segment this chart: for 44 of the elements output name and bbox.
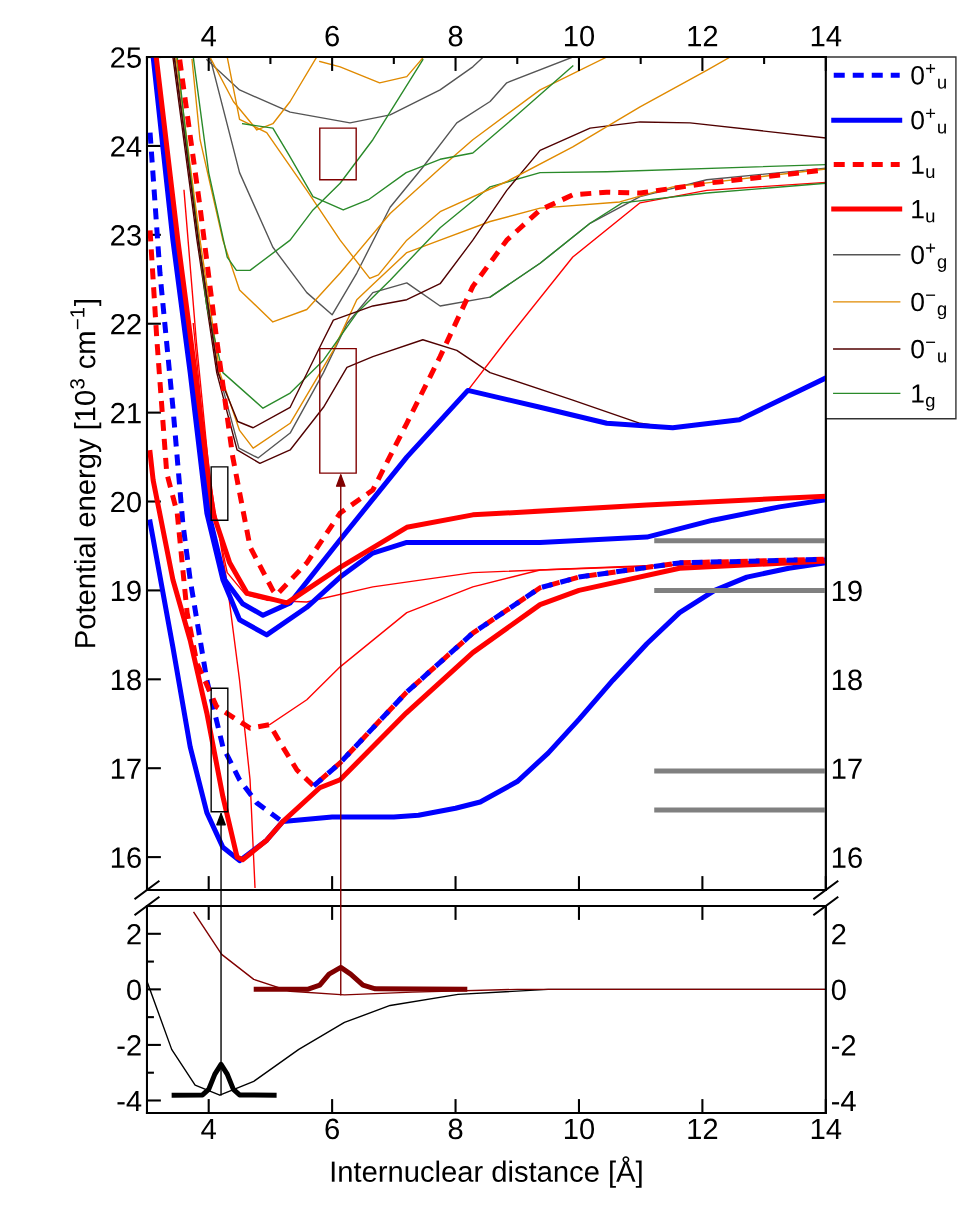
legend-label: 0$^{+}$$_{g}$ xyxy=(911,243,946,272)
y2-tick-label: -2 xyxy=(831,1035,856,1056)
y-tick-label: 18 xyxy=(111,669,141,691)
x2-tick-label: 14 xyxy=(811,26,842,47)
y2-tick-label: 17 xyxy=(832,758,862,779)
y-tick-label: -4 xyxy=(117,1090,142,1112)
y-tick-label: 16 xyxy=(111,847,141,868)
legend-label: 0$^{+}$$_{u}$ xyxy=(911,63,946,89)
legend-label: 1$_{g}$ xyxy=(912,384,935,411)
x-tick-label: 10 xyxy=(564,1118,595,1140)
y2-tick-label: 0 xyxy=(831,979,846,1001)
legend-label: 1$_{u}$ xyxy=(912,199,935,223)
y-tick-label: 21 xyxy=(111,402,141,424)
x2-tick-label: 10 xyxy=(564,25,595,47)
y-tick-label: 20 xyxy=(111,491,141,513)
x-tick-label: 4 xyxy=(201,1118,216,1139)
x-tick-label: 12 xyxy=(688,1118,718,1139)
x2-tick-label: 8 xyxy=(448,25,463,47)
y-axis-title: Potential energy [10$^{3}$ cm$^{−1}$] xyxy=(70,300,102,647)
y2-tick-label: 18 xyxy=(832,669,862,691)
x-tick-label: 8 xyxy=(448,1118,463,1140)
x-tick-label: 14 xyxy=(811,1118,842,1139)
y-tick-label: 24 xyxy=(111,136,142,157)
y2-tick-label: 19 xyxy=(832,580,862,602)
y-tick-label: 0 xyxy=(127,979,141,1001)
y-tick-label: 17 xyxy=(111,758,141,779)
x-tick-label: 6 xyxy=(325,1118,339,1140)
legend-label: 0$^{−}$$_{u}$ xyxy=(911,339,946,363)
y2-tick-label: 16 xyxy=(832,847,862,868)
legend-label: 0$^{−}$$_{g}$ xyxy=(911,292,946,320)
y2-tick-label: 2 xyxy=(832,924,846,945)
y-tick-label: 22 xyxy=(111,313,141,335)
y-tick-label: 19 xyxy=(111,580,141,602)
x2-tick-label: 6 xyxy=(325,25,339,47)
x2-tick-label: 12 xyxy=(688,25,718,47)
legend-label: 0$^{+}$$_{u}$ xyxy=(911,108,946,134)
y2-tick-label: -4 xyxy=(831,1090,856,1112)
y-tick-label: 25 xyxy=(111,47,141,68)
y-tick-label: -2 xyxy=(117,1035,141,1056)
legend-label: 1$_{u}$ xyxy=(912,155,935,179)
x2-tick-label: 4 xyxy=(201,26,216,47)
y-tick-label: 23 xyxy=(111,225,141,246)
y-tick-label: 2 xyxy=(127,924,141,945)
x-axis-title: Internuclear distance [Å] xyxy=(331,1156,642,1188)
